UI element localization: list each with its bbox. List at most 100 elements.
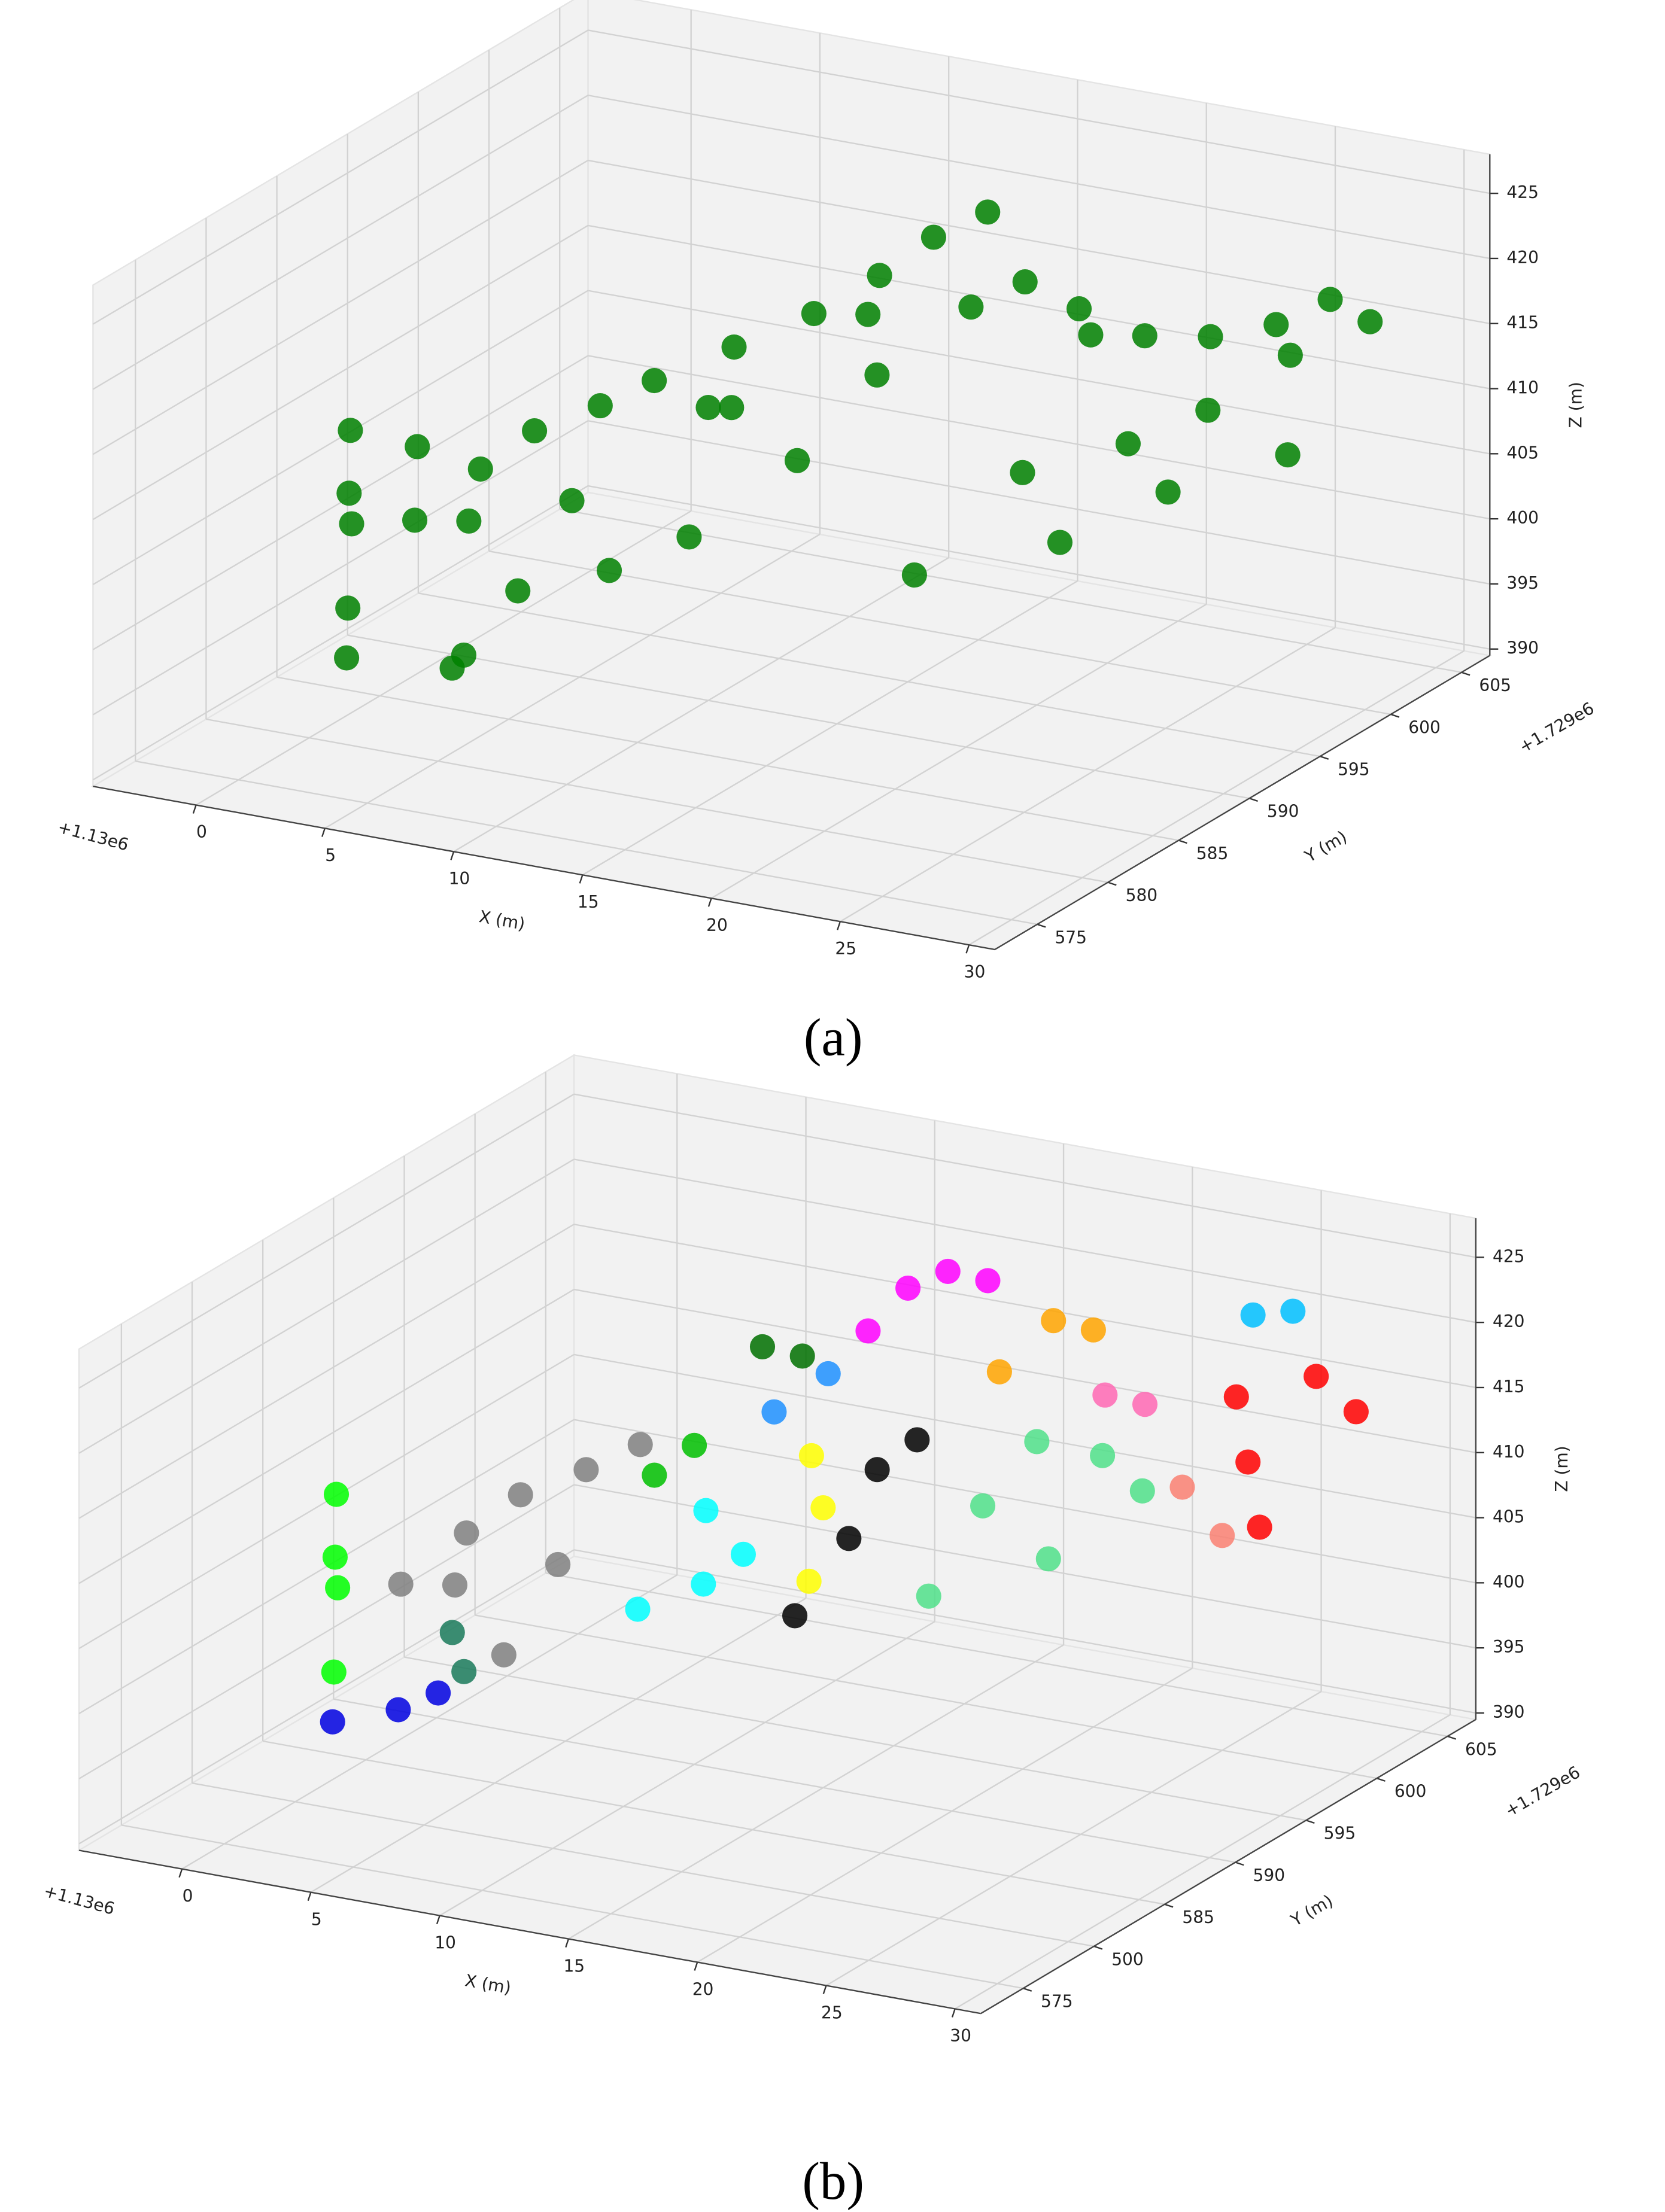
x-axis-label: X (m) [478,906,527,934]
point [388,1571,414,1597]
grid-line [711,603,1207,899]
x-tick-label: 10 [449,869,470,889]
point [385,1697,411,1723]
point [545,1551,571,1578]
z-axis-label: Z (m) [1552,1446,1572,1492]
grid-line [92,160,589,455]
grid-line [840,626,1336,923]
tick-mark [579,874,584,884]
point [1132,323,1157,349]
z-tick-label: 410 [1506,378,1539,398]
grid-line [92,420,589,716]
point [336,480,362,506]
grid-line [333,1698,1236,1863]
point [1357,309,1383,334]
z-tick-label: 405 [1506,443,1539,463]
point [439,655,465,681]
point [522,418,548,444]
z-tick-label: 405 [1493,1507,1525,1527]
point [1010,460,1035,485]
grid-line [573,1224,1476,1389]
point [782,1603,808,1629]
point [719,395,745,421]
point [1223,1384,1249,1410]
point [693,1498,719,1523]
point [402,507,428,533]
point [442,1572,468,1598]
grid-line [488,550,1391,716]
grid-line [588,290,1490,455]
grid-line [404,1656,1307,1821]
point [505,578,531,604]
point [1247,1514,1272,1540]
y-tick-label: 585 [1196,844,1229,863]
z-tick-label: 395 [1493,1637,1525,1657]
point [454,1520,479,1546]
point [1263,312,1289,337]
grid-line [573,1288,1476,1453]
point [855,1318,881,1344]
y-axis-label: Y (m) [1301,827,1351,867]
point [1343,1399,1369,1425]
grid-line [262,1740,1165,1905]
grid-line [588,485,1490,650]
grid-line [588,29,1490,194]
z-tick-label: 415 [1493,1377,1525,1396]
point [761,1399,787,1425]
tick-mark [837,921,841,930]
grid-line [968,650,1465,946]
grid-line [310,1598,807,1893]
point [1277,342,1303,368]
y-tick-label: 605 [1465,1739,1497,1759]
grid-line [453,557,949,853]
point [587,393,613,419]
point [895,1275,921,1301]
point [625,1596,651,1622]
tick-mark [694,1962,698,1971]
grid-line [78,1419,575,1715]
point [338,418,363,443]
point [1035,1546,1061,1572]
z-tick-label: 420 [1506,248,1539,267]
y-tick-label: 590 [1253,1866,1286,1885]
point [682,1432,707,1458]
point [1304,1364,1329,1389]
y-axis-line [980,1718,1476,2015]
tick-mark [1037,923,1046,928]
tick-mark [1390,713,1400,718]
z-tick-label: 410 [1493,1442,1525,1462]
point [867,263,892,288]
grid-line [545,1572,1448,1738]
y-tick-label: 600 [1394,1782,1427,1802]
z-axis-label: Z (m) [1566,382,1585,428]
point [339,511,364,537]
tick-mark [965,944,970,954]
tick-mark [1377,1778,1386,1782]
point [1317,287,1343,312]
grid-line [955,1714,1451,2010]
point [975,199,1001,225]
grid-line [92,485,589,781]
x-tick-label: 5 [311,1909,322,1929]
grid-line [573,1484,1476,1649]
grid-line [573,1419,1476,1584]
grid-line [92,224,589,521]
point [1169,1474,1195,1500]
grid-line [418,592,1320,757]
tick-mark [192,805,197,814]
point [1129,1478,1155,1504]
point [784,448,810,473]
point [935,1258,961,1284]
point [335,595,361,621]
tick-mark [1305,1820,1315,1824]
point [676,524,702,550]
y-tick-label: 595 [1324,1824,1356,1843]
y-tick-label: 595 [1338,759,1370,779]
y-tick-label: 575 [1041,1991,1073,2011]
grid-line [277,676,1179,841]
grid-line [439,1621,935,1916]
grid-line [78,1289,575,1584]
point [451,1659,477,1684]
point [439,1620,465,1645]
y-offset-label: +1.729e6 [1502,1762,1584,1821]
